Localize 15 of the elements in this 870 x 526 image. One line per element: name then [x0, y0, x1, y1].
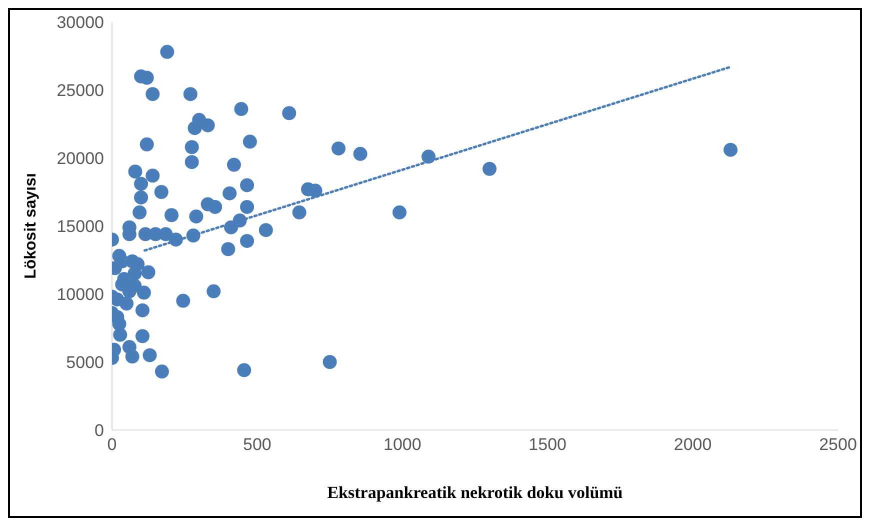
y-tick-label: 0 [94, 421, 104, 440]
y-tick-label: 5000 [66, 353, 104, 372]
x-tick-label: 2000 [674, 435, 712, 454]
y-axis-title: Lökosit sayısı [22, 173, 40, 279]
y-tick-label: 10000 [56, 285, 104, 304]
x-tick-label: 0 [107, 435, 117, 454]
y-tick-label: 30000 [56, 13, 104, 32]
y-tick-label: 25000 [56, 81, 104, 100]
y-tick-label: 20000 [56, 149, 104, 168]
x-tick-label: 2500 [819, 435, 857, 454]
x-tick-label: 500 [243, 435, 272, 454]
x-tick-label: 1500 [528, 435, 567, 454]
y-tick-label: 15000 [56, 217, 104, 236]
x-tick-label: 1000 [383, 435, 422, 454]
x-axis-title: Ekstrapankreatik nekrotik doku volümü [327, 483, 623, 502]
